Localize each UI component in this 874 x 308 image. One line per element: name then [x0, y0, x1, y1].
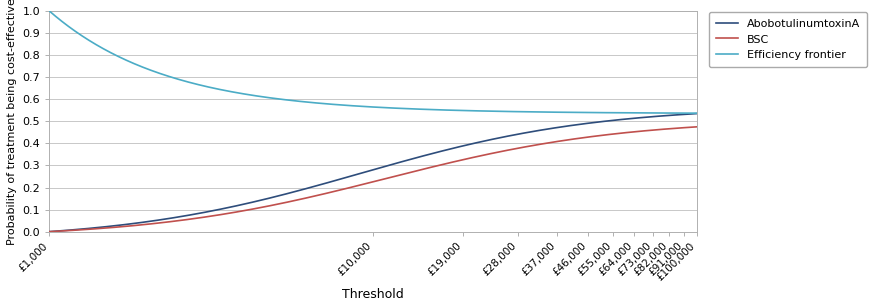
X-axis label: Threshold: Threshold	[343, 288, 404, 301]
Legend: AbobotulinumtoxinA, BSC, Efficiency frontier: AbobotulinumtoxinA, BSC, Efficiency fron…	[709, 12, 867, 67]
BSC	[321, 192, 331, 195]
Efficiency frontier	[321, 102, 331, 106]
BSC	[692, 125, 703, 129]
Y-axis label: Probability of treatment being cost-effective: Probability of treatment being cost-effe…	[7, 0, 17, 245]
Line: BSC: BSC	[49, 127, 697, 232]
AbobotulinumtoxinA	[609, 118, 620, 122]
Efficiency frontier	[156, 72, 167, 76]
BSC	[156, 221, 167, 225]
BSC	[118, 225, 128, 229]
AbobotulinumtoxinA	[118, 223, 128, 227]
AbobotulinumtoxinA	[156, 218, 167, 221]
BSC	[679, 126, 690, 129]
Efficiency frontier	[609, 111, 620, 115]
AbobotulinumtoxinA	[679, 112, 690, 116]
AbobotulinumtoxinA	[44, 230, 54, 233]
AbobotulinumtoxinA	[692, 112, 703, 116]
BSC	[609, 132, 620, 136]
AbobotulinumtoxinA	[321, 181, 331, 185]
BSC	[44, 230, 54, 233]
Efficiency frontier	[118, 57, 128, 61]
Line: AbobotulinumtoxinA: AbobotulinumtoxinA	[49, 114, 697, 232]
Efficiency frontier	[44, 9, 54, 13]
Efficiency frontier	[293, 99, 303, 103]
Efficiency frontier	[692, 111, 703, 115]
AbobotulinumtoxinA	[293, 189, 303, 193]
Efficiency frontier	[679, 111, 690, 115]
BSC	[293, 198, 303, 202]
Line: Efficiency frontier: Efficiency frontier	[49, 11, 697, 113]
